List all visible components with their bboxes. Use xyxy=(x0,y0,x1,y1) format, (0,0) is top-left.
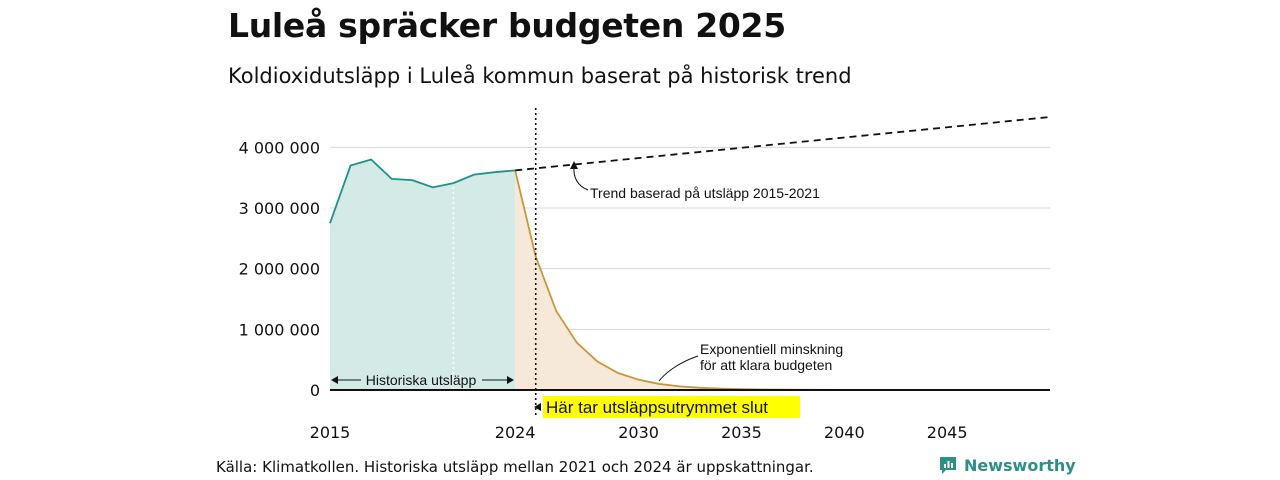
x-tick-label: 2030 xyxy=(618,423,659,442)
decline-annotation-pointer xyxy=(658,355,699,382)
source-note: Källa: Klimatkollen. Historiska utsläpp … xyxy=(216,458,814,476)
brand-logo: Newsworthy xyxy=(938,455,1076,475)
historical-line xyxy=(329,158,516,224)
historical-range-arrow-right xyxy=(507,376,514,384)
decline-annotation-line1: Exponentiell minskning xyxy=(700,341,843,357)
newsworthy-logo-icon xyxy=(940,457,956,474)
decline-area xyxy=(515,170,1050,390)
brand-name: Newsworthy xyxy=(964,455,1076,475)
trend-annotation-arrowhead xyxy=(570,161,578,169)
x-tick-label: 2040 xyxy=(824,423,865,442)
y-tick-label: 0 xyxy=(310,381,320,400)
chart-subtitle: Koldioxidutsläpp i Luleå kommun baserat … xyxy=(228,64,852,88)
x-tick-label: 2024 xyxy=(495,423,536,442)
budget-end-label: Här tar utsläppsutrymmet slut xyxy=(546,398,768,417)
decline-annotation-line2: för att klara budgeten xyxy=(700,357,832,373)
trend-annotation: Trend baserad på utsläpp 2015-2021 xyxy=(590,185,820,201)
budget-end-arrowhead xyxy=(534,403,541,411)
budget-end-highlight xyxy=(543,396,800,418)
y-tick-label: 3 000 000 xyxy=(239,199,320,218)
y-tick-label: 1 000 000 xyxy=(239,320,320,339)
trend-line xyxy=(515,116,1051,172)
trend-annotation-pointer xyxy=(573,165,589,191)
y-tick-label: 2 000 000 xyxy=(239,260,320,279)
chart-title: Luleå spräcker budgeten 2025 xyxy=(228,6,786,45)
historical-area xyxy=(330,159,516,390)
y-tick-label: 4 000 000 xyxy=(239,138,320,157)
historical-range-arrow-left xyxy=(331,376,338,384)
historical-annotation: Historiska utsläpp xyxy=(366,372,477,388)
x-tick-label: 2045 xyxy=(927,423,968,442)
x-tick-label: 2015 xyxy=(310,423,351,442)
x-tick-label: 2035 xyxy=(721,423,762,442)
